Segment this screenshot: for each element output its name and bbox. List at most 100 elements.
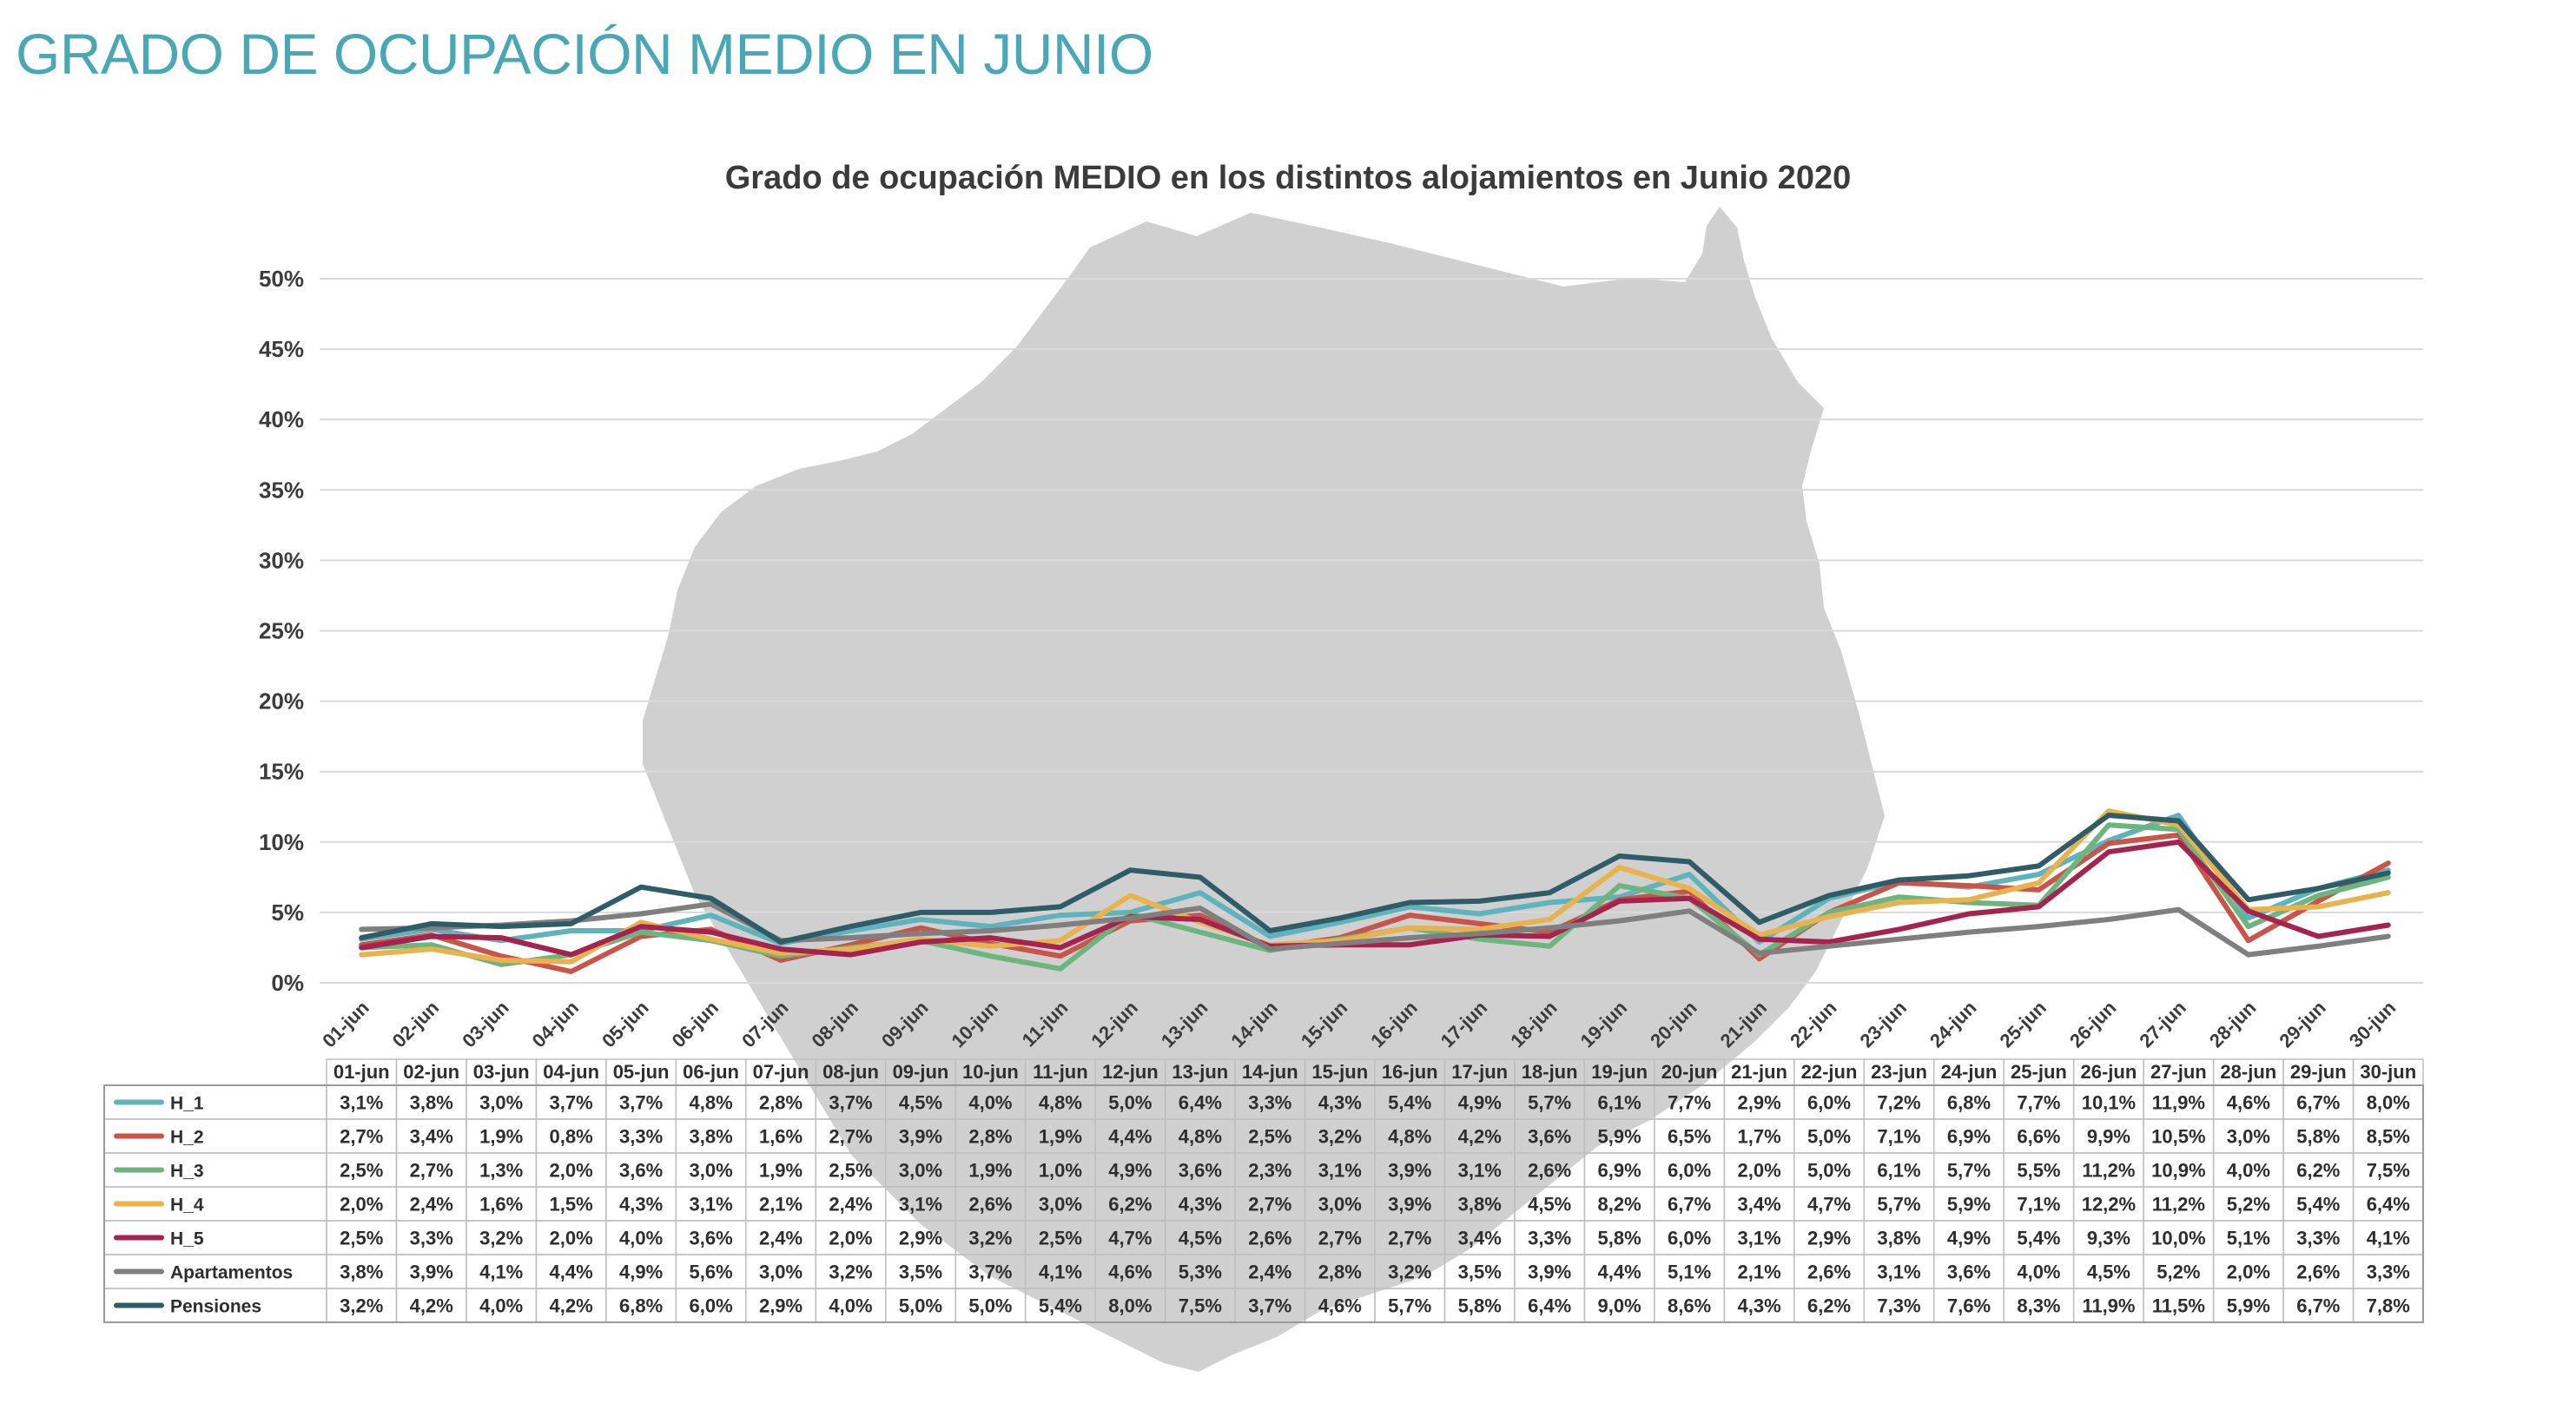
table-cell-value: 7,2%	[1877, 1092, 1920, 1114]
table-row-label: H_4	[170, 1196, 204, 1216]
table-header-label: 09-jun	[893, 1061, 949, 1083]
x-tick-label: 29-jun	[2275, 997, 2329, 1051]
table-cell-value: 1,9%	[479, 1126, 523, 1148]
table-header-label: 08-jun	[822, 1061, 879, 1083]
table-cell-value: 3,5%	[1458, 1262, 1502, 1283]
table-cell-value: 1,6%	[759, 1126, 803, 1148]
table-cell-value: 3,7%	[1248, 1295, 1291, 1317]
table-cell-value: 4,1%	[1039, 1262, 1082, 1283]
table-cell-value: 4,9%	[1947, 1228, 1991, 1249]
table-cell-value: 3,1%	[1318, 1160, 1362, 1182]
table-cell-value: 3,8%	[689, 1126, 732, 1148]
y-tick-label: 30%	[259, 547, 304, 573]
table-cell-value: 4,9%	[619, 1262, 663, 1283]
table-cell-value: 2,5%	[1039, 1228, 1082, 1249]
table-cell-value: 1,6%	[479, 1194, 523, 1216]
table-header-label: 22-jun	[1801, 1061, 1858, 1083]
table-cell-value: 11,9%	[2152, 1092, 2205, 1114]
table-cell-value: 3,2%	[340, 1295, 383, 1317]
table-cell-value: 6,6%	[2017, 1126, 2060, 1148]
table-cell-value: 4,6%	[1108, 1262, 1152, 1283]
table-header-label: 25-jun	[2011, 1061, 2067, 1083]
table-cell-value: 4,6%	[1318, 1295, 1362, 1317]
table-cell-value: 5,4%	[1039, 1295, 1082, 1317]
table-header-label: 11-jun	[1033, 1061, 1088, 1083]
table-cell-value: 3,8%	[1877, 1228, 1920, 1249]
table-cell-value: 2,4%	[410, 1194, 453, 1216]
table-cell-value: 4,0%	[2017, 1262, 2060, 1283]
table-cell-value: 0,8%	[550, 1126, 593, 1148]
table-cell-value: 5,1%	[1668, 1262, 1711, 1283]
x-tick-label: 24-jun	[1925, 997, 1980, 1051]
y-tick-label: 45%	[259, 336, 304, 362]
table-cell-value: 4,3%	[1179, 1194, 1222, 1216]
table-cell-value: 3,9%	[1388, 1160, 1431, 1182]
table-cell-value: 2,0%	[550, 1160, 593, 1182]
table-cell-value: 3,1%	[899, 1194, 942, 1216]
table-cell-value: 4,9%	[1458, 1092, 1502, 1114]
table-cell-value: 4,0%	[2227, 1160, 2270, 1182]
table-cell-value: 4,0%	[479, 1295, 523, 1317]
table-cell-value: 6,1%	[1598, 1092, 1641, 1114]
table-cell-value: 6,7%	[1668, 1194, 1711, 1216]
table-cell-value: 7,6%	[1947, 1295, 1991, 1317]
table-header-label: 07-jun	[753, 1061, 809, 1083]
table-cell-value: 4,3%	[619, 1194, 663, 1216]
table-cell-value: 4,4%	[1598, 1262, 1641, 1283]
table-cell-value: 6,0%	[689, 1295, 732, 1317]
y-tick-label: 15%	[259, 759, 304, 785]
table-cell-value: 3,8%	[410, 1092, 453, 1114]
table-cell-value: 4,1%	[479, 1262, 523, 1283]
table-cell-value: 6,2%	[1108, 1194, 1152, 1216]
table-cell-value: 5,7%	[1528, 1092, 1571, 1114]
table-cell-value: 5,9%	[1947, 1194, 1991, 1216]
table-cell-value: 5,1%	[2227, 1228, 2270, 1249]
table-row-label: H_5	[170, 1229, 204, 1249]
y-tick-label: 5%	[271, 899, 304, 926]
table-cell-value: 8,2%	[1598, 1194, 1641, 1216]
table-cell-value: 11,9%	[2082, 1295, 2135, 1317]
table-cell-value: 6,8%	[1947, 1092, 1991, 1114]
table-cell-value: 5,2%	[2157, 1262, 2200, 1283]
table-cell-value: 2,8%	[1318, 1262, 1362, 1283]
x-tick-label: 01-jun	[318, 997, 373, 1051]
table-cell-value: 5,7%	[1877, 1194, 1920, 1216]
table-cell-value: 3,9%	[1528, 1262, 1571, 1283]
page-title: GRADO DE OCUPACIÓN MEDIO EN JUNIO	[16, 22, 1153, 86]
table-cell-value: 2,8%	[968, 1126, 1012, 1148]
y-tick-label: 35%	[259, 477, 304, 503]
table-header-label: 17-jun	[1451, 1061, 1508, 1083]
table-header-label: 24-jun	[1941, 1061, 1998, 1083]
series-line-pensiones	[359, 813, 2391, 945]
table-cell-value: 3,3%	[2296, 1228, 2340, 1249]
table-cell-value: 5,8%	[1598, 1228, 1641, 1249]
table-cell-value: 4,9%	[1108, 1160, 1152, 1182]
table-header-label: 13-jun	[1172, 1061, 1228, 1083]
table-cell-value: 3,3%	[2367, 1262, 2410, 1283]
x-tick-label: 26-jun	[2065, 997, 2120, 1051]
table-cell-value: 4,2%	[550, 1295, 593, 1317]
table-cell-value: 7,8%	[2367, 1295, 2410, 1317]
table-cell-value: 6,4%	[1528, 1295, 1571, 1317]
table-header-label: 15-jun	[1311, 1061, 1368, 1083]
table-cell-value: 5,0%	[968, 1295, 1012, 1317]
table-cell-value: 3,9%	[410, 1262, 453, 1283]
table-cell-value: 2,7%	[340, 1126, 383, 1148]
table-cell-value: 3,0%	[479, 1092, 523, 1114]
table-cell-value: 4,8%	[1039, 1092, 1082, 1114]
table-cell-value: 6,7%	[2296, 1295, 2340, 1317]
table-header-label: 04-jun	[543, 1061, 599, 1083]
table-cell-value: 2,7%	[410, 1160, 453, 1182]
table-header-label: 01-jun	[334, 1061, 390, 1083]
table-cell-value: 3,2%	[968, 1228, 1012, 1249]
table-cell-value: 5,4%	[2017, 1228, 2060, 1249]
table-cell-value: 5,0%	[899, 1295, 942, 1317]
table-cell-value: 2,0%	[550, 1228, 593, 1249]
table-header-label: 02-jun	[403, 1061, 459, 1083]
table-cell-value: 6,2%	[1807, 1295, 1851, 1317]
table-cell-value: 4,3%	[1318, 1092, 1362, 1114]
table-cell-value: 9,9%	[2087, 1126, 2130, 1148]
table-cell-value: 10,1%	[2082, 1092, 2136, 1114]
table-cell-value: 10,9%	[2151, 1160, 2205, 1182]
